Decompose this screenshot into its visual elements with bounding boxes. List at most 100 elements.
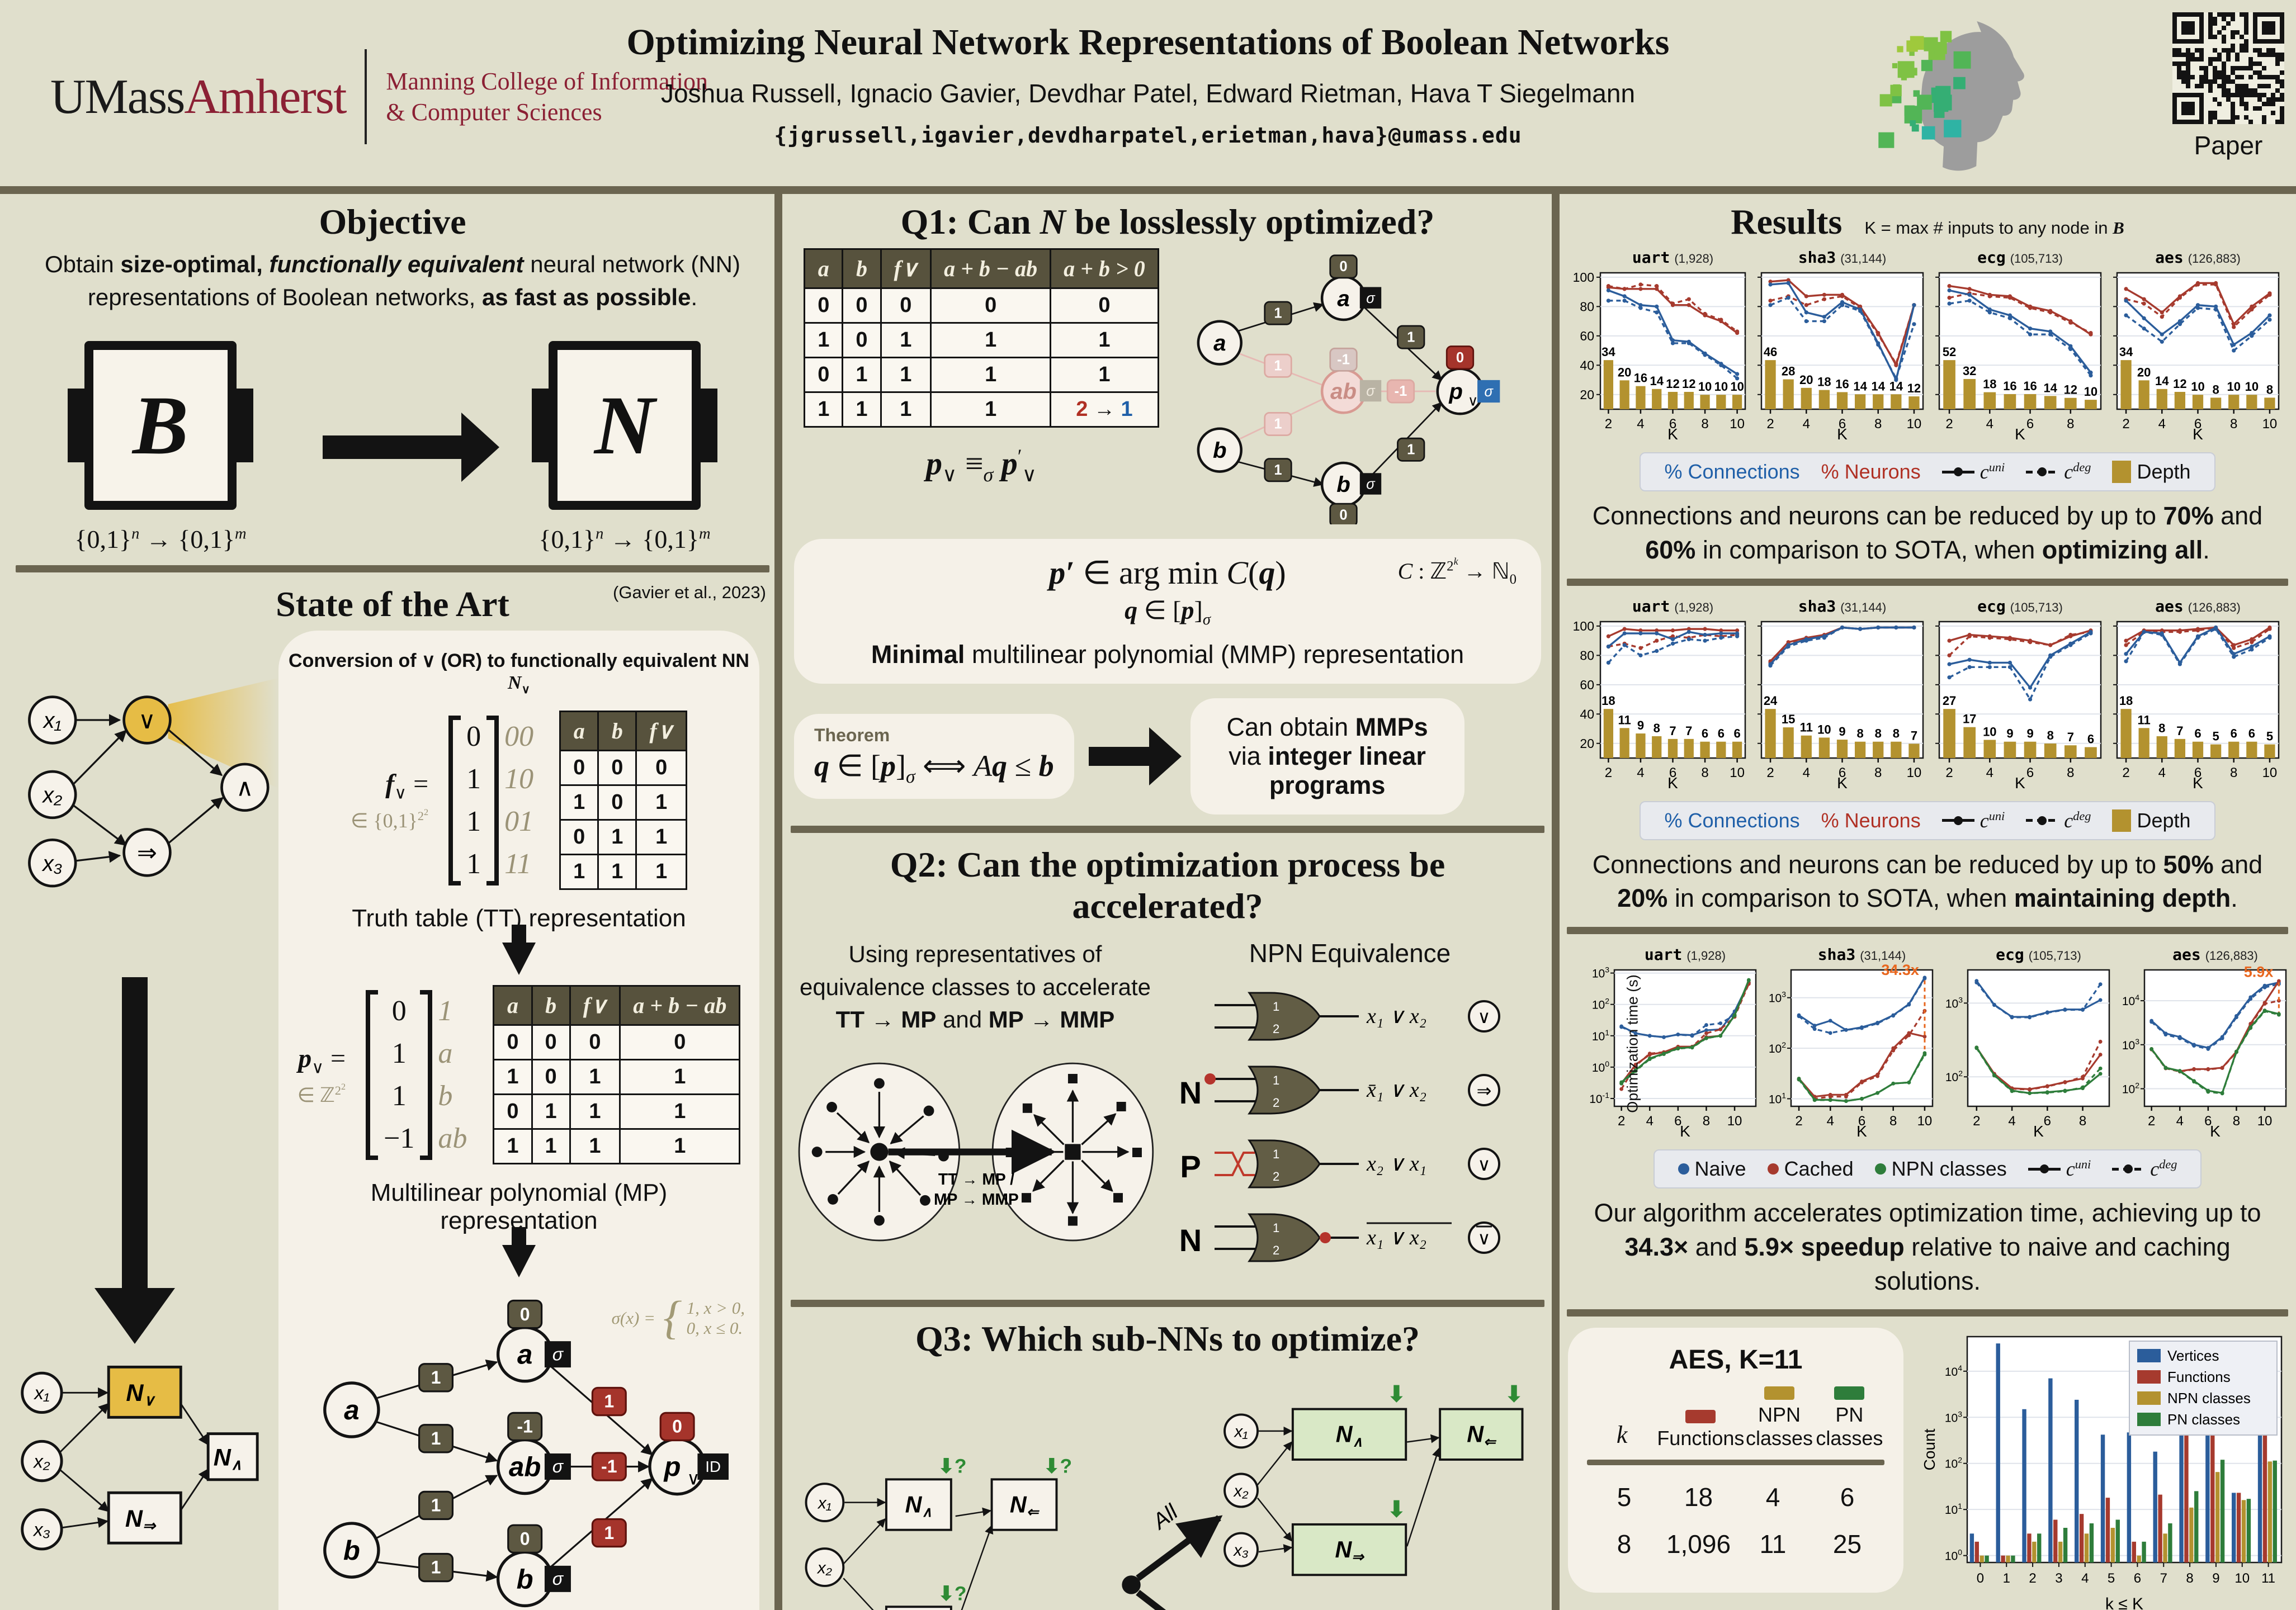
- arrow-right-icon: [323, 435, 462, 460]
- svg-text:8: 8: [2158, 721, 2165, 735]
- svg-text:8: 8: [2230, 416, 2237, 432]
- svg-text:8: 8: [2233, 1114, 2240, 1129]
- svg-text:6: 6: [2134, 1571, 2141, 1586]
- svg-text:N∧: N∧: [1336, 1421, 1363, 1450]
- svg-text:1: 1: [1274, 305, 1282, 321]
- amherst-text: Amherst: [184, 69, 347, 124]
- svg-text:2: 2: [1273, 1243, 1279, 1257]
- svg-text:11: 11: [2261, 1571, 2275, 1586]
- svg-text:x₂ ∨ x₁: x₂ ∨ x₁: [1366, 1152, 1426, 1176]
- authors: Joshua Russell, Ignacio Gavier, Devdhar …: [660, 79, 1636, 108]
- svg-text:aes(126,883): aes (126,883): [2155, 597, 2241, 615]
- svg-text:16: 16: [1634, 371, 1647, 385]
- svg-text:6: 6: [2044, 1114, 2051, 1129]
- ilp-panel: Can obtain MMPs via integer linear progr…: [1190, 698, 1464, 815]
- svg-text:6: 6: [2194, 416, 2201, 432]
- npn-dot: [1874, 1163, 1886, 1175]
- svg-text:b: b: [1213, 438, 1227, 463]
- svg-text:12: 12: [1907, 381, 1921, 395]
- svg-text:K: K: [2015, 425, 2025, 442]
- svg-text:103: 103: [2122, 1037, 2139, 1052]
- svg-text:2: 2: [2122, 765, 2129, 780]
- svg-text:⬇?: ⬇?: [1043, 1455, 1072, 1477]
- svg-text:8: 8: [1889, 1114, 1897, 1129]
- svg-text:4: 4: [2008, 1114, 2015, 1129]
- arrow-down-icon: [122, 977, 148, 1290]
- svg-text:9: 9: [1637, 718, 1644, 732]
- svg-text:⇒: ⇒: [137, 840, 157, 866]
- svg-text:40: 40: [1580, 358, 1594, 372]
- svg-text:20: 20: [1580, 387, 1594, 402]
- svg-text:⬇: ⬇: [1387, 1382, 1406, 1407]
- svg-text:x₁: x₁: [817, 1494, 832, 1512]
- svg-text:Vertices: Vertices: [2167, 1347, 2219, 1364]
- svg-text:∨: ∨: [1477, 1154, 1490, 1175]
- svg-text:σ: σ: [1366, 477, 1376, 493]
- svg-text:x₁: x₁: [42, 708, 62, 733]
- svg-text:6: 6: [1839, 765, 1846, 780]
- umass-brand: UMassAmherst Manning College of Informat…: [50, 49, 708, 144]
- svg-text:6: 6: [2204, 1114, 2212, 1129]
- time-ylabel: Optimization time (s): [1624, 974, 1641, 1113]
- svg-text:2: 2: [1795, 1114, 1802, 1129]
- svg-text:104: 104: [1945, 1363, 1962, 1379]
- svg-text:7: 7: [2067, 730, 2074, 744]
- svg-text:6: 6: [2248, 726, 2255, 740]
- brand-divider: [365, 49, 367, 144]
- svg-text:20: 20: [2137, 365, 2151, 379]
- svg-text:10: 10: [2084, 385, 2097, 399]
- section-rule: [1567, 578, 2288, 586]
- email: {jgrussell,igavier,devdharpatel,erietman…: [774, 123, 1522, 148]
- results-row2-charts: uart (1,928) 20 40 60 80 100 2 4 6 8 10 K 18 11 9 8 7 7 6 6 6…: [1567, 597, 2288, 793]
- section-rule: [791, 825, 1544, 833]
- svg-text:14: 14: [2043, 381, 2057, 395]
- svg-text:uart(1,928): uart (1,928): [1645, 945, 1726, 964]
- svg-text:TT → MP /: TT → MP /: [938, 1170, 1014, 1188]
- svg-text:8: 8: [2230, 765, 2237, 780]
- svg-text:4: 4: [2158, 765, 2166, 780]
- svg-text:1: 1: [431, 1557, 441, 1578]
- svg-text:6: 6: [1839, 416, 1846, 432]
- svg-text:2: 2: [1273, 1022, 1279, 1036]
- svg-text:6: 6: [1669, 765, 1676, 780]
- svg-text:1: 1: [1274, 462, 1282, 478]
- svg-text:x₁ ∨ x₂: x₁ ∨ x₂: [1366, 1005, 1426, 1028]
- svg-text:46: 46: [1764, 345, 1777, 359]
- svg-text:8: 8: [2266, 382, 2273, 396]
- svg-text:ecg(105,713): ecg (105,713): [1977, 597, 2063, 615]
- svg-text:9: 9: [2212, 1571, 2219, 1586]
- svg-text:MP → MMP: MP → MMP: [934, 1190, 1019, 1208]
- svg-text:10: 10: [1907, 765, 1922, 780]
- sigma-definition: σ(x) ={ 1, x > 0, 0, x ≤ 0.: [611, 1292, 745, 1344]
- results-row1-charts: uart (1,928) 20 40 60 80 100 2 4 6 8 10 K 34 20 16 14 12 1…: [1567, 248, 2288, 444]
- depth-swatch: [2112, 461, 2132, 483]
- svg-text:1: 1: [1273, 1221, 1279, 1235]
- svg-text:8: 8: [1893, 726, 1900, 740]
- results-legend-1: % Connections % Neurons cuni cdeg Depth: [1640, 452, 2215, 491]
- conversion-title: Conversion of ∨ (OR) to functionally equ…: [289, 650, 749, 696]
- svg-text:0: 0: [520, 1529, 530, 1549]
- svg-text:1: 1: [431, 1428, 441, 1448]
- svg-text:9: 9: [1839, 724, 1845, 738]
- svg-text:102: 102: [2122, 1081, 2139, 1096]
- svg-text:N⇒: N⇒: [125, 1505, 157, 1534]
- svg-text:6: 6: [1718, 726, 1725, 740]
- svg-text:4: 4: [1827, 1114, 1834, 1129]
- svg-text:60: 60: [1580, 677, 1594, 692]
- svg-text:All: All: [1147, 1499, 1183, 1535]
- svg-text:11: 11: [2138, 713, 2151, 727]
- depth-swatch: [2112, 809, 2132, 832]
- svg-text:10: 10: [1727, 1114, 1742, 1129]
- functions-swatch: [1685, 1409, 1716, 1423]
- svg-text:8: 8: [1875, 726, 1882, 740]
- svg-text:0: 0: [1339, 259, 1347, 274]
- svg-text:K: K: [1680, 1123, 1690, 1139]
- svg-text:6: 6: [1702, 726, 1708, 740]
- npn-swatch: [1764, 1386, 1795, 1400]
- svg-text:p: p: [1448, 379, 1463, 404]
- results-legend-3: Naive Cached NPN classes cuni cdeg: [1653, 1149, 2202, 1188]
- svg-text:100: 100: [1592, 1059, 1609, 1074]
- svg-text:p: p: [663, 1452, 681, 1483]
